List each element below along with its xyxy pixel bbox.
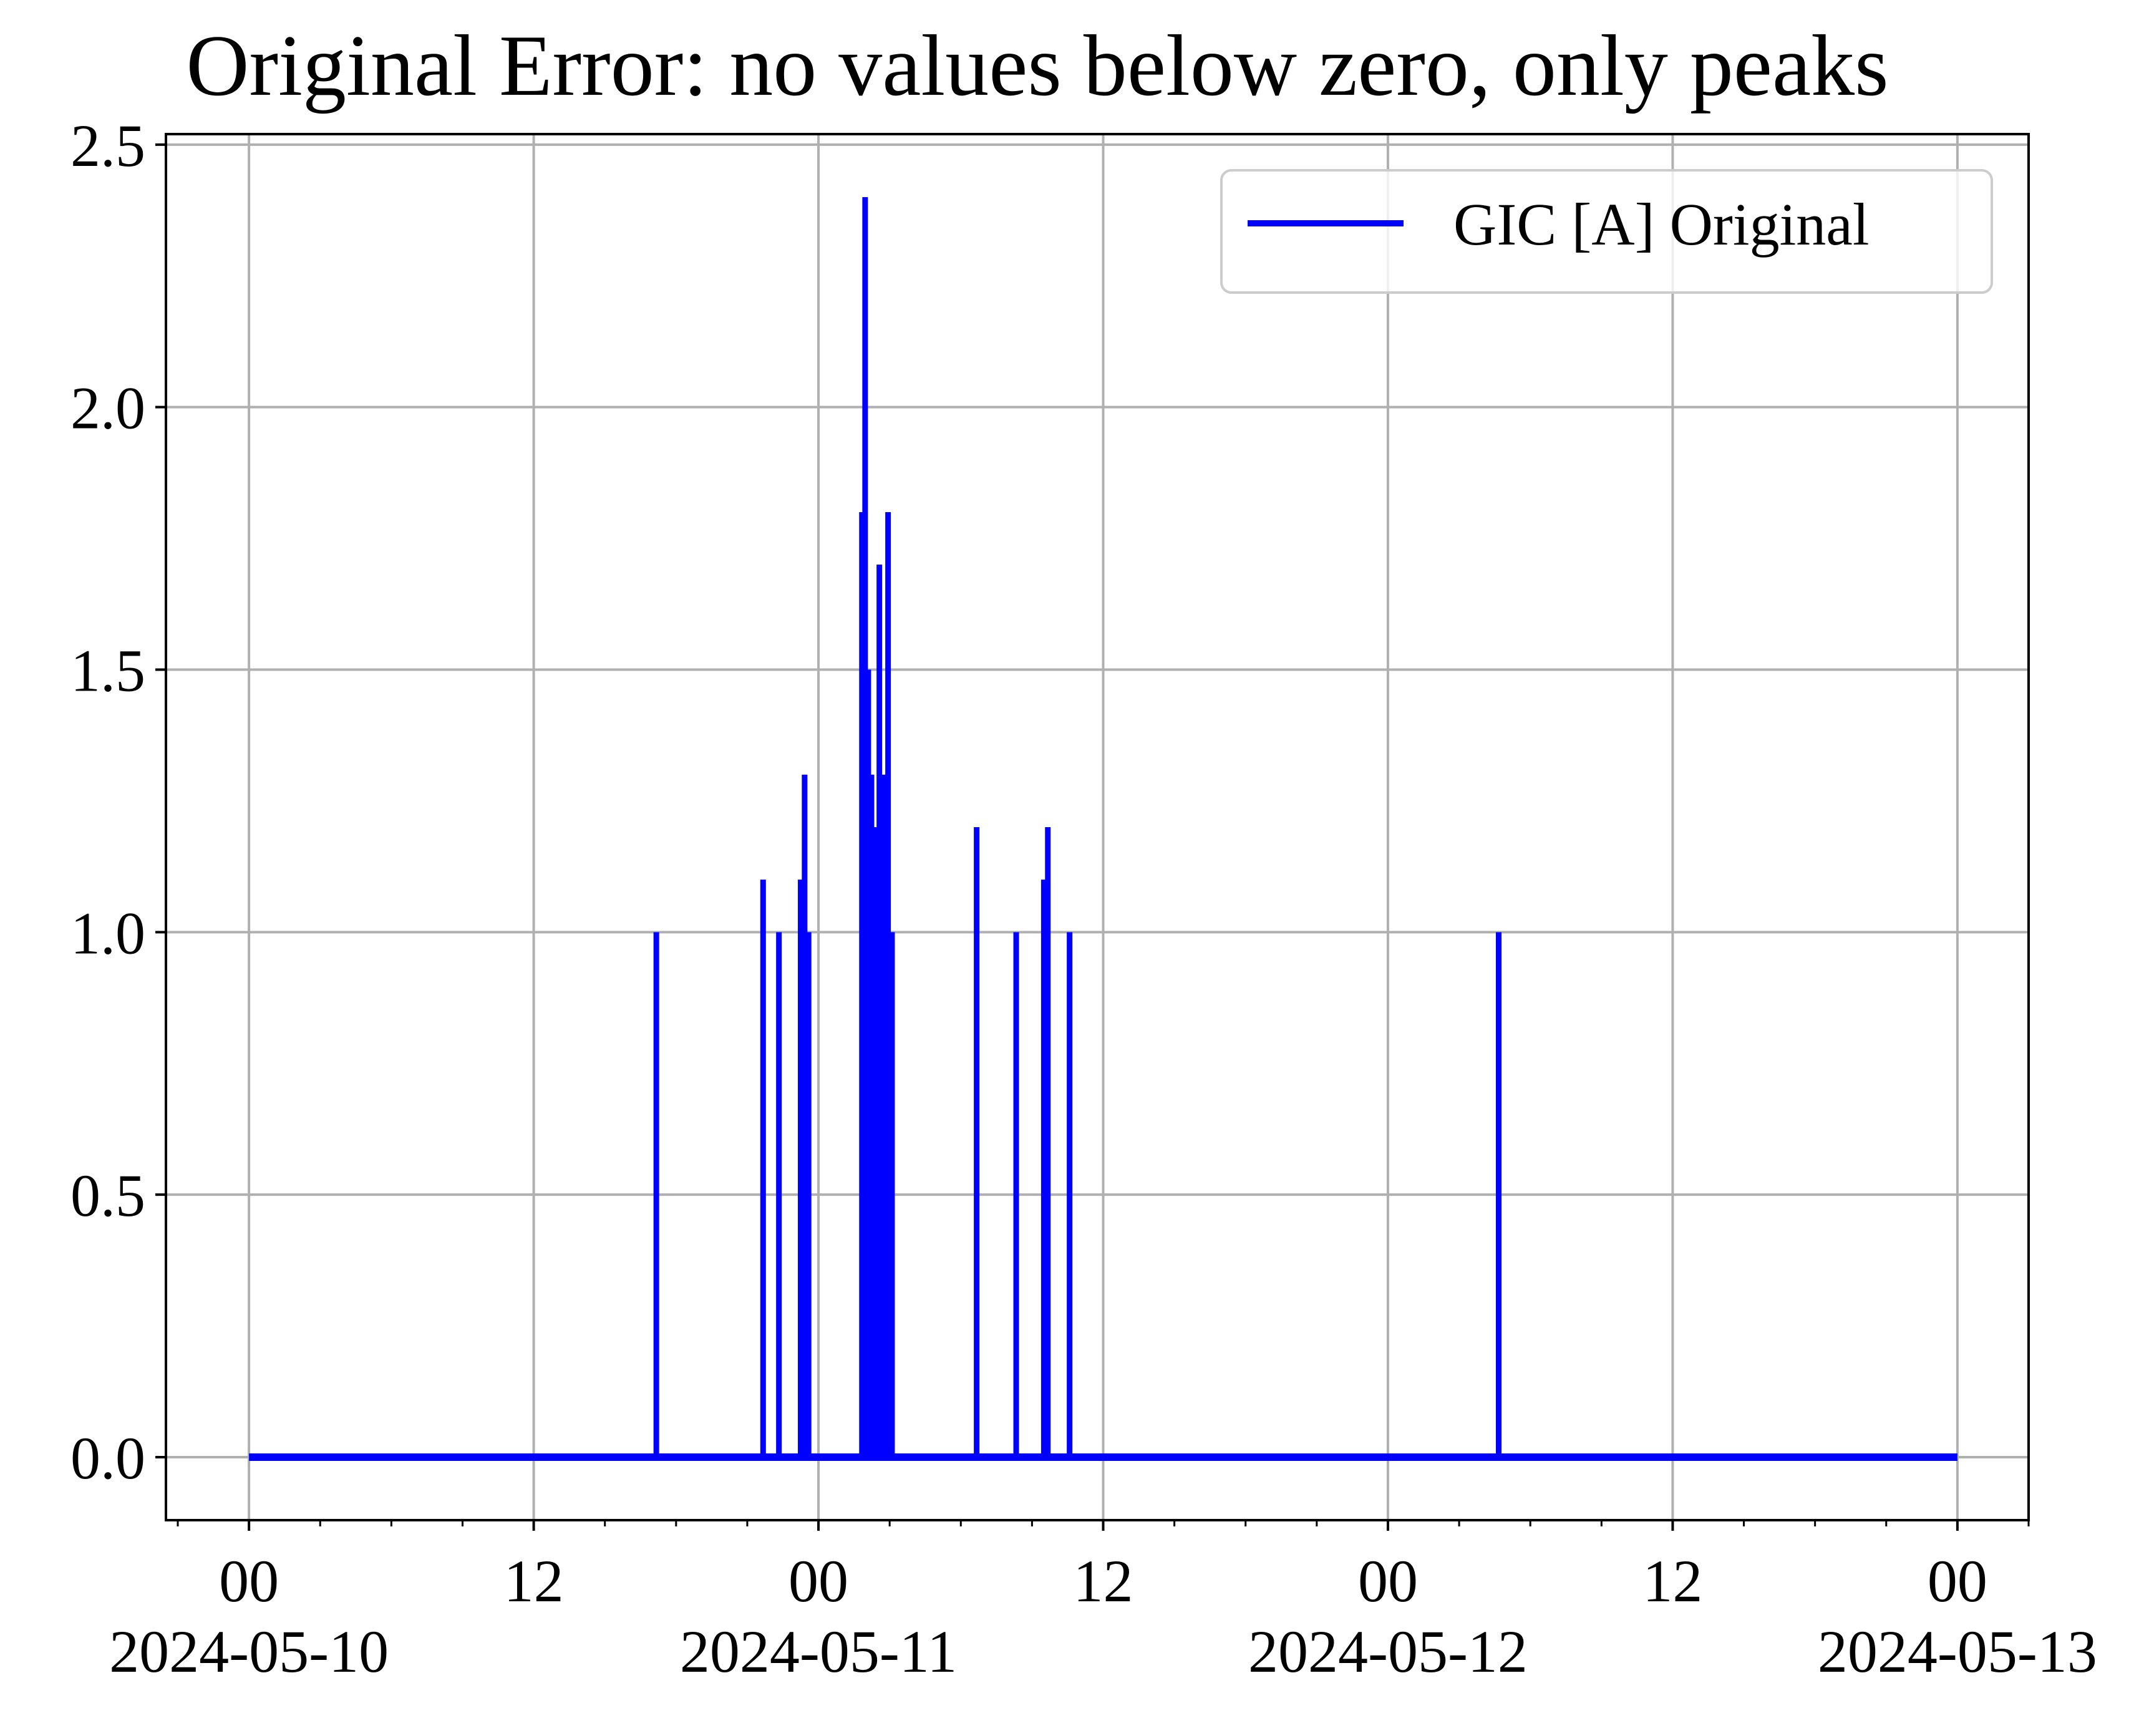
x-tick-label: 00 <box>1928 1548 1987 1614</box>
y-tick-label: 2.5 <box>70 112 145 179</box>
y-tick-label: 1.0 <box>70 900 145 966</box>
y-tick-label: 0.0 <box>70 1425 145 1491</box>
y-tick-label: 2.0 <box>70 375 145 442</box>
x-tick-label: 00 <box>219 1548 279 1614</box>
y-tick-label: 1.5 <box>70 638 145 704</box>
x-tick-label: 00 <box>1358 1548 1418 1614</box>
x-tick-date-label: 2024-05-11 <box>680 1618 957 1685</box>
series-layer <box>249 197 1957 1461</box>
x-tick-date-label: 2024-05-13 <box>1818 1618 2097 1685</box>
y-tick-label: 0.5 <box>70 1162 145 1229</box>
x-tick-label: 12 <box>504 1548 564 1614</box>
x-tick-date-label: 2024-05-12 <box>1248 1618 1528 1685</box>
x-tick-date-label: 2024-05-10 <box>109 1618 389 1685</box>
x-tick-label: 12 <box>1074 1548 1133 1614</box>
x-tick-label: 12 <box>1642 1548 1702 1614</box>
legend-label: GIC [A] Original <box>1453 191 1870 258</box>
legend-box <box>1220 169 1993 294</box>
legend: GIC [A] Original <box>1220 169 1993 294</box>
chart-title: Original Error: no values below zero, on… <box>186 17 1888 114</box>
x-tick-label: 00 <box>788 1548 848 1614</box>
plot-frame <box>165 133 2030 1521</box>
